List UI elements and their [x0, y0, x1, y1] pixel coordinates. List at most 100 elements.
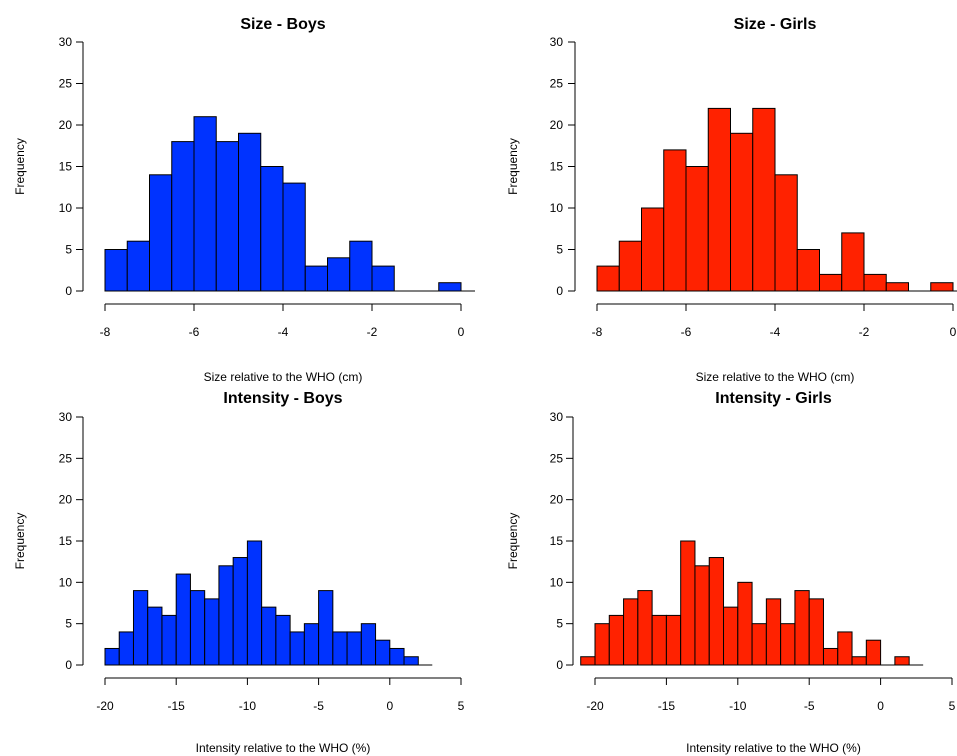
panel-title: Intensity - Girls [715, 390, 832, 407]
y-tick-label: 0 [556, 284, 563, 298]
histogram-bar [930, 282, 954, 292]
panel-title: Size - Boys [240, 16, 325, 33]
x-tick-label: 0 [950, 325, 957, 339]
histogram-bar [104, 249, 128, 292]
histogram-bar [232, 557, 248, 666]
y-tick-label: 0 [65, 284, 72, 298]
x-tick-label: -5 [313, 699, 324, 713]
histogram-bar [663, 149, 687, 292]
x-axis-label: Intensity relative to the WHO (%) [686, 741, 861, 755]
y-tick-label: 20 [59, 118, 73, 132]
y-axis-label: Frequency [506, 138, 520, 195]
x-tick-label: 5 [949, 699, 956, 713]
histogram-bar [149, 174, 173, 292]
x-tick-label: -20 [586, 699, 604, 713]
histogram-bar [161, 614, 177, 666]
histogram-bar [751, 623, 767, 666]
histogram-bar [651, 614, 667, 666]
histogram-bar [318, 590, 334, 666]
x-tick-label: -4 [770, 325, 781, 339]
histogram-bar [246, 540, 263, 666]
x-tick-label: -2 [367, 325, 378, 339]
histogram-bar [641, 207, 665, 292]
y-tick-label: 30 [550, 410, 564, 424]
histogram-bar [618, 240, 642, 292]
histogram-bar [282, 182, 306, 292]
panel-title: Intensity - Boys [223, 390, 342, 407]
x-tick-label: -5 [804, 699, 815, 713]
y-tick-label: 25 [59, 77, 73, 91]
y-tick-label: 30 [59, 410, 73, 424]
histogram-bar [780, 623, 796, 666]
y-tick-label: 5 [556, 243, 563, 257]
y-tick-label: 5 [65, 243, 72, 257]
histogram-bar [822, 647, 839, 666]
histogram-bar [215, 141, 239, 292]
histogram-bar [171, 141, 195, 292]
x-tick-label: -10 [239, 699, 257, 713]
x-tick-label: -20 [96, 699, 114, 713]
histogram-bar [189, 590, 206, 666]
histogram-bar [623, 598, 639, 666]
histogram-bar [303, 623, 320, 666]
y-tick-label: 15 [550, 160, 564, 174]
y-tick-label: 15 [550, 534, 564, 548]
y-axis-label: Frequency [13, 513, 27, 570]
y-axis-label: Frequency [13, 138, 27, 195]
y-tick-label: 10 [59, 575, 73, 589]
x-tick-label: 0 [877, 699, 884, 713]
y-tick-label: 10 [550, 575, 564, 589]
y-tick-label: 25 [550, 77, 564, 91]
x-axis-label: Intensity relative to the WHO (%) [196, 741, 371, 755]
histogram-bar [403, 656, 419, 666]
histogram-bar [118, 631, 134, 666]
histogram-bar [685, 166, 709, 292]
x-tick-label: -8 [100, 325, 111, 339]
histogram-bar [796, 249, 820, 292]
histogram-bar [837, 631, 853, 666]
panel-title: Size - Girls [734, 16, 817, 33]
y-tick-label: 25 [59, 451, 73, 465]
histogram-bar [694, 565, 710, 666]
histogram-bar [765, 598, 782, 666]
y-axis-label: Frequency [506, 513, 520, 570]
x-tick-label: 0 [386, 699, 393, 713]
histogram-bar [794, 590, 810, 666]
y-tick-label: 20 [59, 493, 73, 507]
y-tick-label: 10 [550, 201, 564, 215]
histogram-bar [596, 265, 620, 292]
y-tick-label: 20 [550, 118, 564, 132]
histogram-bar [304, 265, 328, 292]
x-tick-label: -2 [859, 325, 870, 339]
histogram-bar [752, 107, 776, 292]
y-tick-label: 0 [65, 658, 72, 672]
histogram-panel-size-girls: Size - Girls 0 5 10 15 20 25 30 -8 -6 -4 -2 0 Size re… [506, 16, 957, 384]
histogram-bar [327, 257, 351, 292]
histogram-bar [438, 282, 462, 292]
histogram-bar [261, 606, 277, 666]
histogram-bar [238, 132, 262, 292]
histogram-bar [375, 639, 391, 666]
x-tick-label: -15 [658, 699, 676, 713]
histogram-bar [851, 656, 867, 666]
histogram-panel-size-boys: Size - Boys 0 5 10 15 20 25 30 -8 -6 -4 -2 0 Size rel… [13, 16, 475, 384]
x-tick-label: -6 [681, 325, 692, 339]
histogram-bar [730, 132, 754, 292]
histogram-bar [193, 116, 217, 292]
y-tick-label: 15 [59, 534, 73, 548]
histogram-bar [707, 107, 731, 292]
histogram-bar [360, 623, 377, 666]
histogram-bar [218, 565, 234, 666]
histogram-bar [175, 573, 191, 666]
x-tick-label: -4 [278, 325, 289, 339]
y-tick-label: 10 [59, 201, 73, 215]
y-tick-label: 15 [59, 160, 73, 174]
histogram-bar [147, 606, 163, 666]
histogram-bar [865, 639, 882, 666]
y-tick-label: 5 [556, 617, 563, 631]
histogram-bar [885, 282, 909, 292]
x-tick-label: 5 [458, 699, 465, 713]
histogram-bar [204, 598, 220, 666]
histogram-bar [808, 598, 824, 666]
